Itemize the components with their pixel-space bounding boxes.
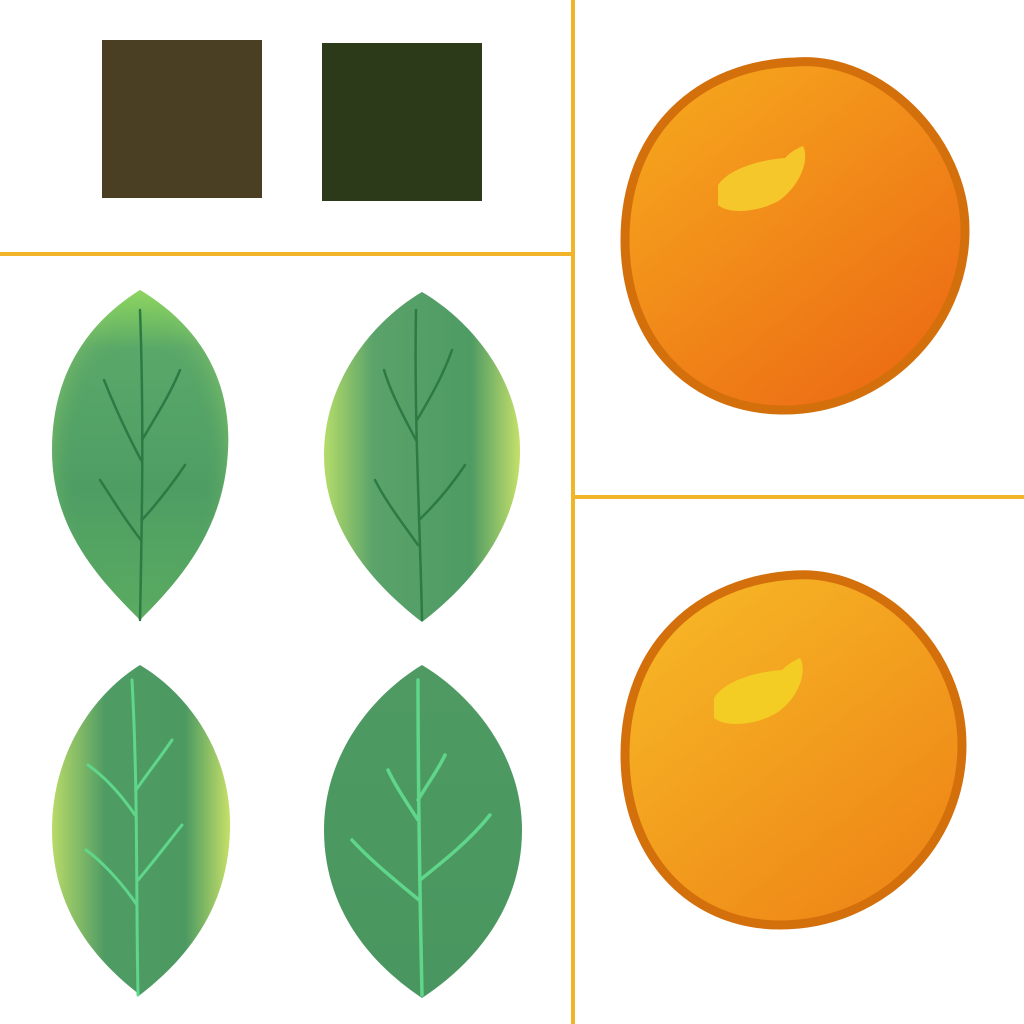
leaf-4 — [324, 665, 522, 998]
leaf-2 — [324, 292, 521, 622]
orange-2 — [620, 570, 967, 930]
orange-1 — [620, 57, 970, 415]
brown-swatch — [102, 40, 262, 198]
orange-1-highlight — [718, 146, 806, 212]
leaf-3 — [52, 665, 231, 997]
orange-2-highlight — [714, 658, 803, 724]
leaf-4-veins — [350, 678, 492, 997]
leaf-3-veins — [84, 678, 184, 997]
leaf-1-veins — [98, 308, 187, 622]
leaf-2-veins — [373, 308, 467, 622]
leaf-1 — [52, 290, 229, 622]
dark-green-swatch — [322, 43, 482, 201]
